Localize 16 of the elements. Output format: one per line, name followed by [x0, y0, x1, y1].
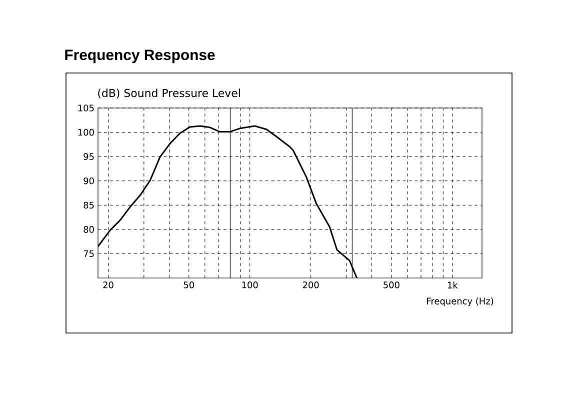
y-tick-label: 95 [84, 153, 94, 160]
x-tick-label: 200 [302, 282, 319, 288]
x-tick-label: 20 [103, 282, 114, 288]
y-tick-label: 80 [84, 226, 94, 233]
x-tick-label: 50 [184, 282, 194, 288]
x-tick-label: 100 [242, 282, 258, 288]
chart-title: Frequency Response [65, 50, 215, 64]
y-tick-label: 85 [84, 202, 94, 209]
y-tick-label: 75 [84, 250, 94, 258]
x-tick-label: 1k [448, 282, 458, 288]
x-axis-title: Frequency (Hz) [427, 298, 494, 306]
y-tick-label: 90 [84, 177, 94, 184]
y-tick-label: 105 [78, 104, 94, 112]
y-tick-label: 100 [78, 128, 94, 136]
x-tick-label: 500 [384, 282, 400, 288]
chart-subtitle: (dB) Sound Pressure Level [98, 88, 240, 98]
